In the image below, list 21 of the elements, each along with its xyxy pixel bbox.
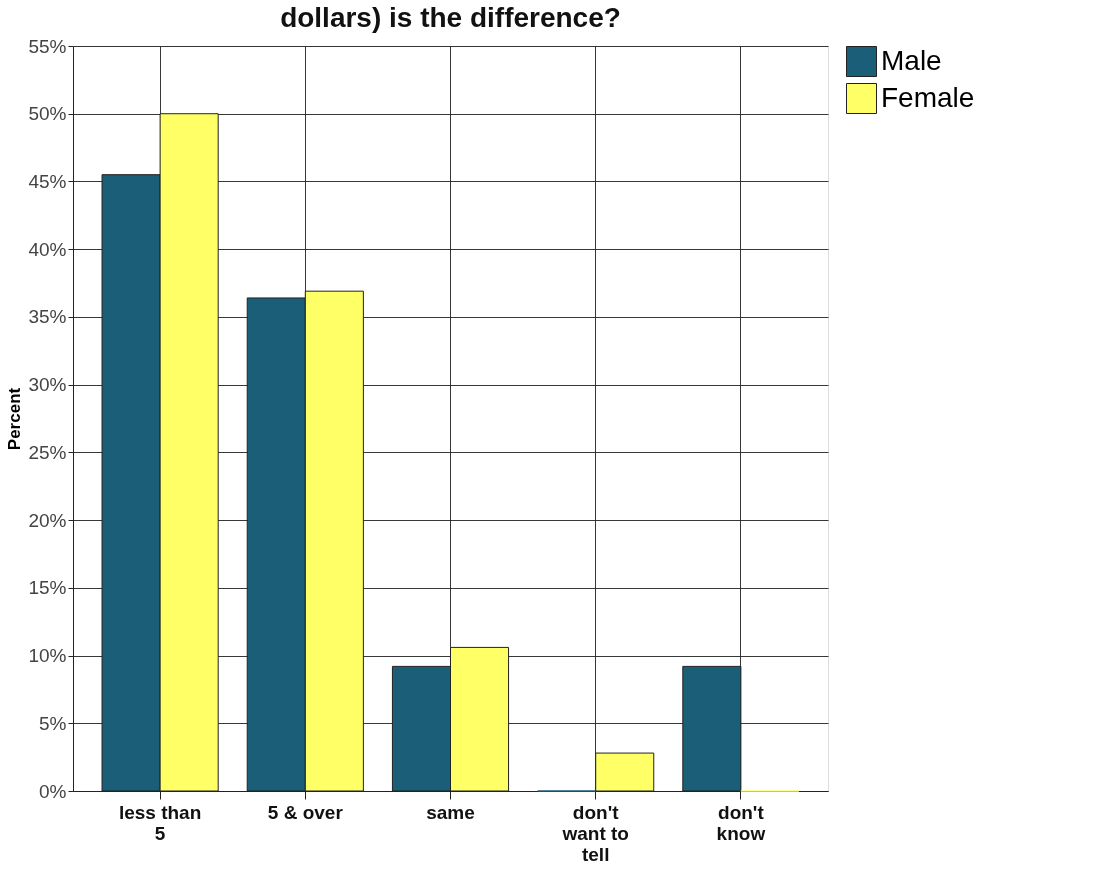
x-tick-label: don't want to tell (561, 801, 629, 865)
legend-label: Male (881, 44, 942, 76)
y-tick-label: 25% (28, 441, 67, 463)
chart-title: dollars) is the difference? (280, 2, 621, 33)
y-tick-label: 55% (28, 35, 67, 57)
y-tick-label: 5% (39, 712, 67, 734)
y-tick-label: 10% (28, 645, 67, 667)
y-tick-label: 35% (28, 306, 67, 328)
y-tick-label: 0% (39, 780, 67, 802)
y-tick-label: 50% (28, 103, 67, 125)
y-tick-label: 45% (28, 170, 67, 192)
y-tick-label: 30% (28, 374, 67, 396)
y-tick-label: 40% (28, 238, 67, 260)
x-tick-label: less than 5 (118, 801, 202, 844)
y-tick-label: 15% (28, 577, 67, 599)
x-tick-label: 5 & over (267, 801, 344, 823)
x-tick-label: same (426, 801, 475, 823)
legend-label: Female (881, 81, 975, 113)
y-tick-label: 20% (28, 509, 67, 531)
x-tick-label: don't know (716, 801, 766, 844)
y-axis-title: Percent (5, 387, 25, 451)
